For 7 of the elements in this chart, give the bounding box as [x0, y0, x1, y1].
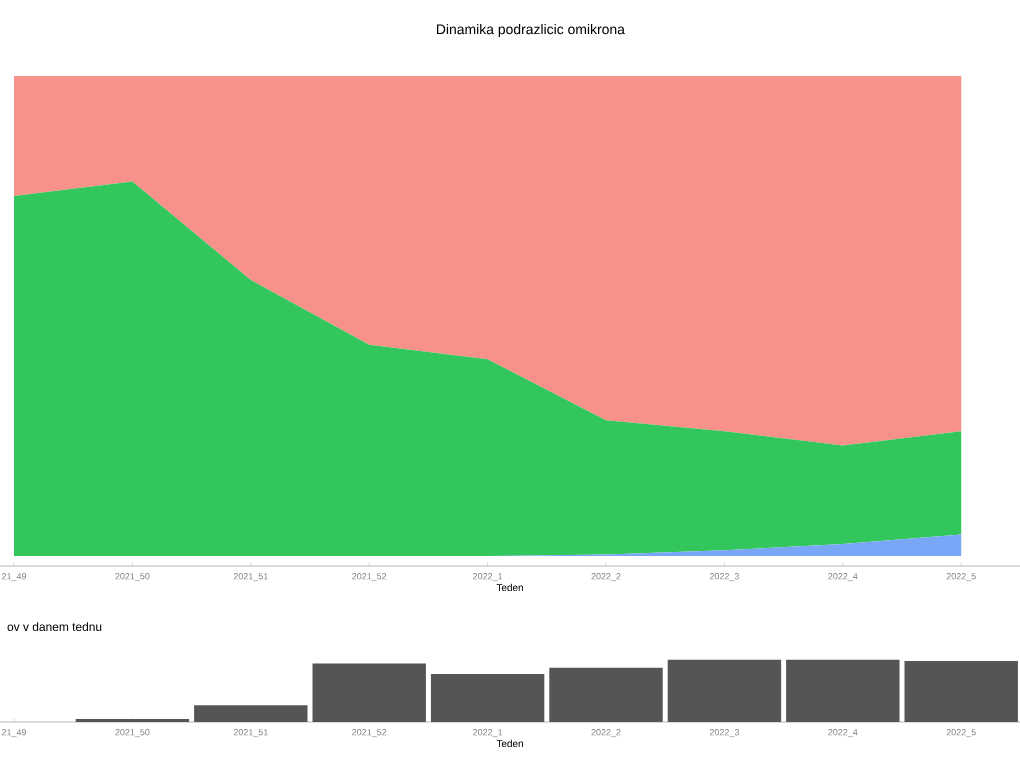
bar [430, 674, 545, 722]
bar [549, 667, 663, 722]
bar [312, 663, 426, 722]
bar [904, 660, 1018, 722]
bar [786, 659, 900, 722]
bar [194, 705, 308, 722]
bar [667, 659, 782, 722]
